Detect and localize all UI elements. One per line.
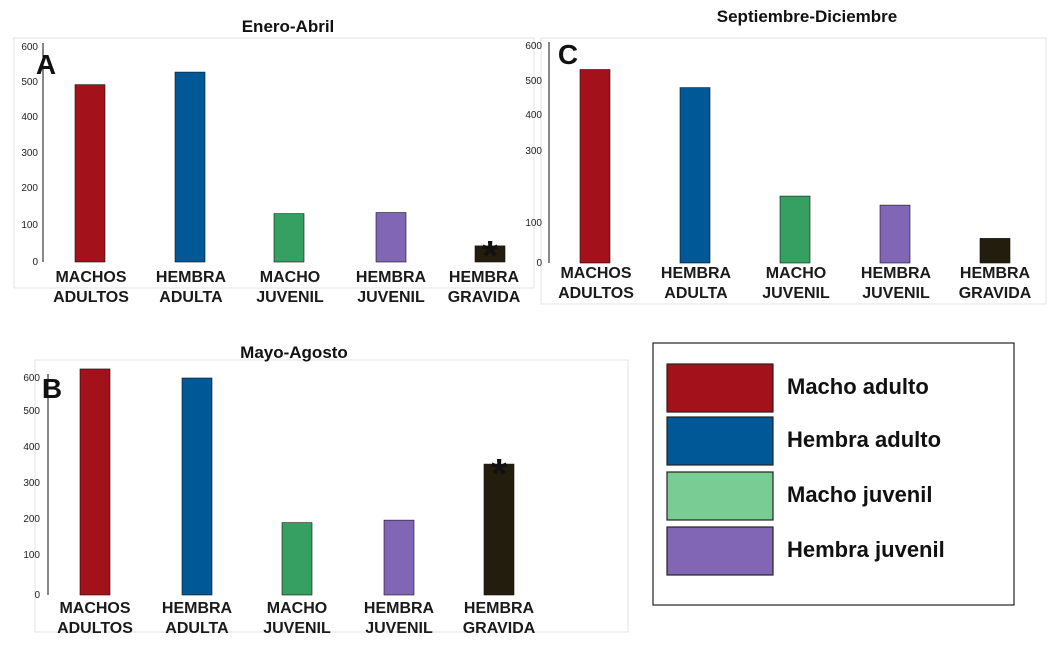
legend: Macho adulto Hembra adulto Macho juvenil He…	[652, 342, 1015, 606]
legend-label: Macho adulto	[787, 374, 929, 399]
panel-letter: B	[42, 373, 62, 404]
y-tick-label: 100	[525, 218, 542, 229]
x-category-label: HEMBRA GRAVIDA	[448, 269, 521, 306]
bar-hembra-gravida	[483, 463, 515, 596]
legend-swatch	[666, 471, 774, 521]
bar-hembra-juvenil	[375, 212, 407, 263]
legend-label: Hembra adulto	[787, 427, 941, 452]
y-tick-label: 500	[21, 77, 38, 88]
y-tick-label: 600	[525, 41, 542, 52]
x-category-label: HEMBRA JUVENIL	[861, 265, 932, 302]
chart-title: Septiembre-Diciembre	[717, 7, 897, 26]
y-tick-label: 200	[23, 514, 40, 525]
y-tick-label: 300	[21, 148, 38, 159]
y-tick-label: 400	[525, 110, 542, 121]
x-category-label: HEMBRA JUVENIL	[356, 269, 427, 306]
y-tick-label: 500	[525, 76, 542, 87]
bar-hembra-adulta	[679, 87, 711, 264]
panel-frame	[13, 37, 535, 289]
significance-asterisk: *	[491, 450, 508, 497]
y-tick-label: 500	[23, 406, 40, 417]
y-tick-label: 300	[23, 478, 40, 489]
x-category-label: HEMBRA ADULTA	[661, 265, 732, 302]
panel-letter: C	[558, 39, 578, 70]
x-category-label: MACHOS ADULTOS	[57, 600, 133, 637]
bar-hembra-adulta	[174, 71, 206, 263]
chart-panel-a: Enero-Abril A 0 100 200 300 400 500 600 MACHOS ADU…	[13, 17, 535, 306]
legend-swatch	[666, 416, 774, 466]
x-category-label: HEMBRA ADULTA	[156, 269, 227, 306]
y-tick-label: 200	[21, 183, 38, 194]
legend-label: Hembra juvenil	[787, 537, 945, 562]
chart-title: Enero-Abril	[242, 17, 335, 36]
y-tick-label: 300	[525, 146, 542, 157]
x-category-label: MACHO JUVENIL	[263, 600, 331, 637]
bar-machos-adultos	[579, 69, 611, 264]
y-tick-label: 0	[34, 590, 40, 601]
x-category-label: HEMBRA GRAVIDA	[463, 600, 536, 637]
y-tick-label: 100	[21, 220, 38, 231]
bar-hembra-juvenil	[879, 204, 911, 264]
x-category-label: MACHOS ADULTOS	[53, 269, 129, 306]
y-tick-label: 400	[23, 442, 40, 453]
chart-title: Mayo-Agosto	[240, 343, 348, 362]
y-tick-label: 600	[23, 373, 40, 384]
y-tick-label: 0	[536, 258, 542, 269]
bar-macho-juvenil	[273, 213, 305, 263]
panel-letter: A	[36, 49, 56, 80]
bar-machos-adultos	[79, 368, 111, 596]
x-category-label: MACHO JUVENIL	[762, 265, 830, 302]
legend-swatch	[666, 363, 774, 413]
panel-frame	[34, 359, 629, 633]
bar-hembra-adulta	[181, 377, 213, 596]
y-tick-label: 400	[21, 112, 38, 123]
bar-hembra-juvenil	[383, 519, 415, 596]
y-tick-label: 600	[21, 42, 38, 53]
bar-hembra-gravida	[474, 245, 506, 263]
x-category-label: HEMBRA GRAVIDA	[959, 265, 1032, 302]
x-category-label: MACHOS ADULTOS	[558, 265, 634, 302]
x-category-label: MACHO JUVENIL	[256, 269, 324, 306]
x-category-label: HEMBRA ADULTA	[162, 600, 233, 637]
legend-swatch	[666, 526, 774, 576]
y-tick-label: 0	[32, 257, 38, 268]
y-tick-label: 100	[23, 550, 40, 561]
bar-hembra-gravida	[979, 238, 1011, 264]
chart-panel-c: Septiembre-Diciembre C 0 100 300 400 500 600 MAC…	[525, 7, 1047, 305]
legend-label: Macho juvenil	[787, 482, 932, 507]
panel-frame	[540, 37, 1047, 305]
chart-panel-b: Mayo-Agosto B 0 100 200 300 400 500 600 MACHOS ADU…	[23, 343, 629, 637]
bar-macho-juvenil	[281, 522, 313, 596]
significance-asterisk: *	[482, 232, 499, 279]
bar-machos-adultos	[74, 84, 106, 263]
bar-macho-juvenil	[779, 195, 811, 264]
x-category-label: HEMBRA JUVENIL	[364, 600, 435, 637]
